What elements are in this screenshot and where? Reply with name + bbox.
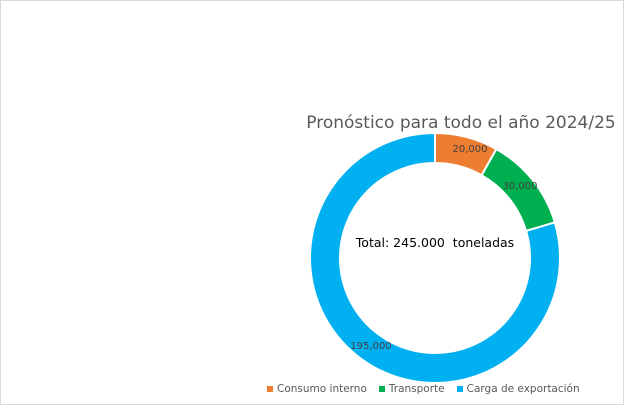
- legend-swatch: [267, 386, 273, 392]
- legend-swatch: [378, 386, 385, 392]
- data-label: 20,000: [453, 144, 488, 155]
- legend-label: Transporte: [388, 383, 445, 395]
- legend-item-consumo: Consumo interno: [267, 383, 367, 395]
- legend: Consumo interno Transporte Carga de expo…: [267, 383, 580, 395]
- legend-label: Consumo interno: [277, 383, 367, 395]
- legend-swatch: [456, 386, 463, 392]
- center-total-label: Total: 245.000 toneladas: [355, 235, 515, 250]
- legend-label: Carga de exportación: [466, 383, 580, 395]
- legend-item-transporte: Transporte: [378, 383, 445, 395]
- chart-title: Pronóstico para todo el año 2024/25: [306, 113, 616, 133]
- data-label: 195,000: [350, 341, 391, 352]
- data-label: 30,000: [503, 181, 538, 192]
- legend-item-exportacion: Carga de exportación: [456, 383, 580, 395]
- donut-slice-3: [309, 131, 561, 384]
